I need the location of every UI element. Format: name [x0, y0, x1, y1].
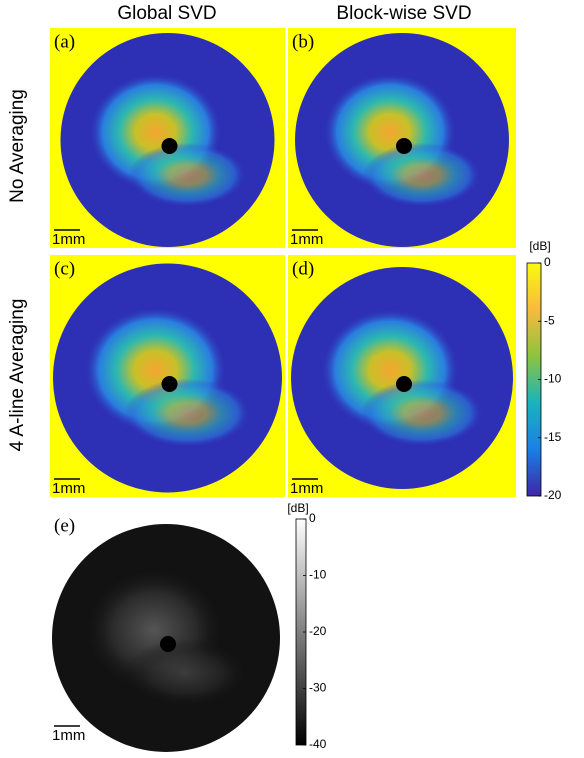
catheter [396, 376, 412, 392]
catheter [396, 138, 412, 154]
catheter [162, 376, 178, 392]
colorbar-tick-label: -15 [544, 430, 562, 444]
panel-label: (c) [54, 258, 75, 279]
flow-region [123, 639, 248, 707]
row-label: No Averaging [7, 89, 28, 203]
scale-bar-label: 1mm [52, 727, 85, 744]
column-header: Global SVD [117, 3, 216, 24]
colorbar-tick-label: 0 [309, 511, 316, 525]
catheter [160, 636, 176, 652]
colorbar-tick-label: -40 [309, 737, 327, 751]
figure: Global SVD Block-wise SVD No Averaging 4 A-… [0, 0, 584, 753]
colorbar-tick-label: -10 [309, 568, 327, 582]
colorbar-unit: [dB] [529, 239, 550, 253]
panel-label: (e) [54, 515, 75, 536]
row-label: 4 A-line Averaging [7, 299, 28, 452]
panel-label: (d) [292, 258, 314, 279]
colorbar-tick-label: -5 [544, 313, 555, 327]
colorbar-tick-label: -20 [309, 624, 327, 638]
flow-region [125, 379, 251, 448]
scale-bar-label: 1mm [52, 231, 85, 248]
flow-region [363, 143, 481, 207]
colorbar-tick-label: -30 [309, 681, 327, 695]
colorbar-tick-label: -20 [544, 488, 562, 502]
scale-bar-label: 1mm [290, 480, 323, 497]
colorbar-tick-label: -10 [544, 372, 562, 386]
flow-region [361, 380, 483, 447]
scale-bar-label: 1mm [290, 231, 323, 248]
catheter [162, 138, 178, 154]
column-header: Block-wise SVD [336, 3, 471, 24]
flow-region [129, 143, 247, 207]
scale-bar-label: 1mm [52, 480, 85, 497]
colorbar-unit: [dB] [287, 501, 308, 515]
panel-label: (a) [54, 31, 75, 52]
colorbar-tick-label: 0 [544, 255, 551, 269]
panel-label: (b) [292, 31, 314, 52]
